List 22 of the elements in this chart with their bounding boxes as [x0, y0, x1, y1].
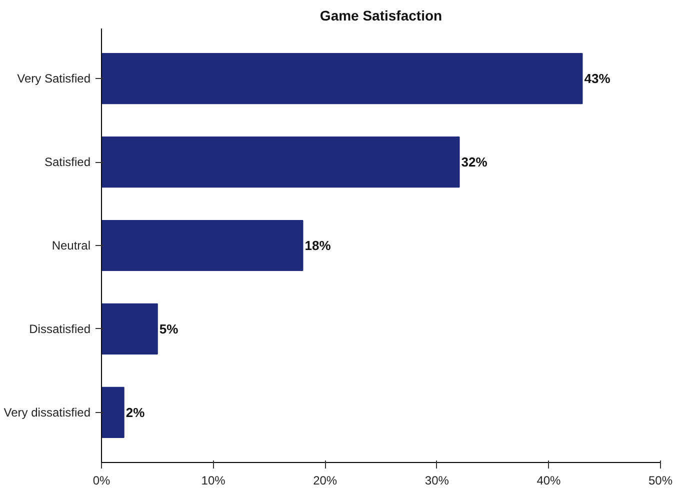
x-tick-label: 50%: [648, 474, 673, 488]
x-tick-label: 20%: [313, 474, 338, 488]
x-tick-label: 10%: [201, 474, 226, 488]
y-tick-label: Dissatisfied: [29, 322, 91, 336]
bar: [102, 386, 124, 438]
bar: [102, 136, 460, 188]
data-label: 18%: [304, 238, 332, 253]
y-tick-label: Very dissatisfied: [4, 405, 91, 420]
data-label: 2%: [126, 404, 146, 420]
data-label: 32%: [461, 154, 488, 170]
y-tick-label: Satisfied: [44, 155, 91, 170]
bar: [102, 303, 158, 354]
data-label: 43%: [584, 71, 611, 86]
bar: [102, 220, 304, 272]
y-tick-label: Neutral: [52, 238, 91, 252]
x-tick-label: 0%: [92, 474, 110, 488]
x-tick-label: 30%: [424, 474, 450, 488]
x-tick-label: 40%: [536, 474, 562, 488]
data-label: 5%: [159, 321, 179, 336]
y-tick-label: Very Satisfied: [17, 72, 91, 86]
bar: [102, 53, 583, 104]
chart-title: Game Satisfaction: [320, 8, 442, 24]
